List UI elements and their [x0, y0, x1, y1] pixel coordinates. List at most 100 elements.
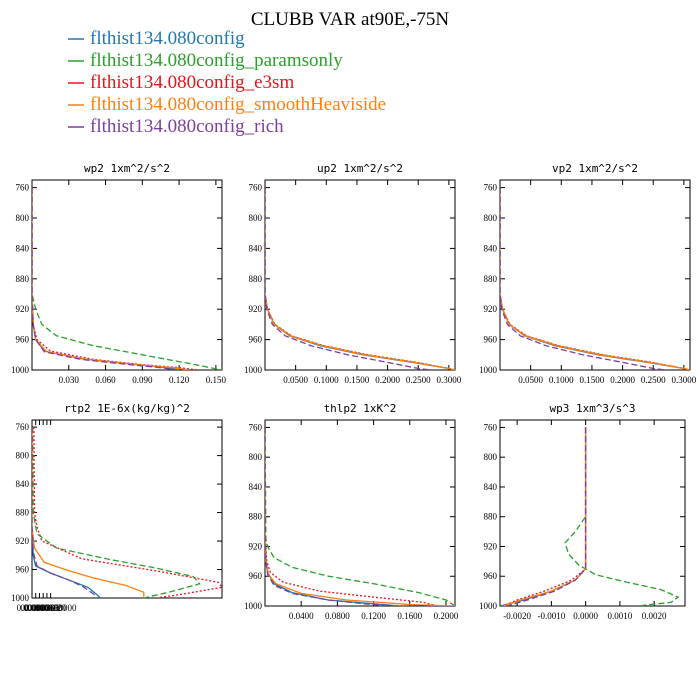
chart-title: up2 1xm^2/s^2 — [317, 162, 403, 175]
series-line — [32, 427, 98, 598]
plot-frame — [499, 179, 691, 371]
y-tick-label: 1000 — [11, 365, 30, 375]
y-tick-label: 800 — [16, 213, 30, 223]
y-tick-label: 840 — [484, 482, 498, 492]
y-tick-label: 1000 — [479, 601, 498, 611]
x-tick-label: -0.0020 — [503, 611, 531, 621]
x-tick-label: 0.2000 — [375, 375, 400, 385]
x-tick-label: 0.0000060 — [20, 603, 59, 613]
x-tick-label: -0.0010 — [538, 611, 566, 621]
series-line — [265, 187, 455, 370]
x-tick-label: 0.0020 — [642, 611, 667, 621]
chart-panel: wp2 1xm^2/s^2 760 800 840 880 920 960 1000 0.030… — [11, 162, 226, 385]
y-tick-label: 760 — [249, 183, 263, 193]
x-tick-label: 0.120 — [169, 375, 190, 385]
y-tick-label: 800 — [249, 452, 263, 462]
y-tick-label: 880 — [249, 512, 263, 522]
plot-frame — [31, 179, 223, 371]
series-line — [32, 187, 198, 370]
x-tick-label: 0.1500 — [580, 375, 605, 385]
legend-label: flthist134.080config — [90, 28, 245, 49]
x-tick-label: 0.2500 — [641, 375, 666, 385]
legend-label: flthist134.080config_e3sm — [90, 72, 294, 93]
y-tick-label: 800 — [249, 213, 263, 223]
x-tick-label: 0.0000 — [573, 611, 598, 621]
y-tick-label: 880 — [484, 274, 498, 284]
series-line — [265, 187, 455, 370]
y-tick-label: 960 — [16, 565, 30, 575]
x-tick-label: 0.1500 — [345, 375, 370, 385]
x-tick-label: 0.1000 — [314, 375, 339, 385]
plot-frame — [264, 179, 456, 371]
x-tick-label: 0.0010 — [608, 611, 633, 621]
y-tick-label: 760 — [484, 183, 498, 193]
y-tick-label: 1000 — [479, 365, 498, 375]
legend-label: flthist134.080config_rich — [90, 116, 284, 137]
y-tick-label: 920 — [16, 536, 30, 546]
y-tick-label: 920 — [16, 304, 30, 314]
series-line — [32, 427, 201, 598]
series-line — [265, 187, 455, 370]
y-tick-label: 1000 — [11, 593, 30, 603]
legend: flthist134.080configflthist134.080config… — [68, 28, 386, 137]
plot-frame — [499, 419, 686, 607]
series-line — [265, 427, 455, 606]
y-tick-label: 960 — [484, 571, 498, 581]
x-tick-label: 0.2000 — [610, 375, 635, 385]
series-line — [506, 427, 587, 606]
chart-panel: up2 1xm^2/s^2 760 800 840 880 920 960 1000 0.050… — [244, 162, 462, 385]
legend-entry: flthist134.080config_paramsonly — [68, 50, 343, 71]
chart-title: vp2 1xm^2/s^2 — [552, 162, 638, 175]
y-tick-label: 920 — [484, 541, 498, 551]
series-line — [500, 187, 666, 370]
chart-title: rtp2 1E-6x(kg/kg)^2 — [64, 402, 190, 415]
series-line — [500, 187, 690, 370]
series-line — [265, 427, 455, 606]
series-line — [500, 187, 690, 370]
series-line — [265, 187, 431, 370]
x-tick-label: 0.0000150000 — [25, 603, 77, 613]
x-tick-label: 0.0500 — [518, 375, 543, 385]
y-tick-label: 880 — [249, 274, 263, 284]
series-line — [500, 187, 690, 370]
y-tick-label: 1000 — [244, 601, 263, 611]
y-tick-label: 800 — [484, 452, 498, 462]
x-tick-label: 0.0800 — [325, 611, 350, 621]
x-tick-label: 0.2500 — [406, 375, 431, 385]
x-tick-label: 0.060 — [95, 375, 116, 385]
series-line — [32, 187, 180, 370]
series-line — [32, 187, 177, 370]
y-tick-label: 960 — [484, 335, 498, 345]
y-tick-label: 920 — [484, 304, 498, 314]
y-tick-label: 880 — [484, 512, 498, 522]
legend-entry: flthist134.080config_e3sm — [68, 72, 294, 93]
y-tick-label: 960 — [16, 335, 30, 345]
chart-title: wp3 1xm^3/s^3 — [549, 402, 635, 415]
y-tick-label: 960 — [249, 335, 263, 345]
plot-frame — [264, 419, 456, 607]
series-line — [32, 187, 222, 370]
chart-title: wp2 1xm^2/s^2 — [84, 162, 170, 175]
plot-frame — [31, 419, 223, 599]
y-tick-label: 840 — [484, 243, 498, 253]
series-line — [500, 187, 690, 370]
legend-label: flthist134.080config_paramsonly — [90, 50, 343, 71]
series-line — [265, 427, 401, 606]
legend-label: flthist134.080config_smoothHeaviside — [90, 94, 386, 115]
x-tick-label: 0.0000090 — [24, 603, 63, 613]
series-line — [33, 427, 222, 598]
chart-title: thlp2 1xK^2 — [324, 402, 397, 415]
y-tick-label: 760 — [16, 183, 30, 193]
series-line — [564, 427, 680, 606]
y-tick-label: 800 — [484, 213, 498, 223]
y-tick-label: 840 — [16, 479, 30, 489]
series-line — [32, 427, 101, 598]
x-tick-label: 0.090 — [132, 375, 153, 385]
x-tick-label: 0.3000 — [436, 375, 461, 385]
series-line — [265, 427, 438, 606]
y-tick-label: 960 — [249, 571, 263, 581]
x-tick-label: 0.0000120 — [28, 603, 67, 613]
y-tick-label: 840 — [249, 482, 263, 492]
y-tick-label: 760 — [16, 422, 30, 432]
x-tick-label: 0.1600 — [397, 611, 422, 621]
